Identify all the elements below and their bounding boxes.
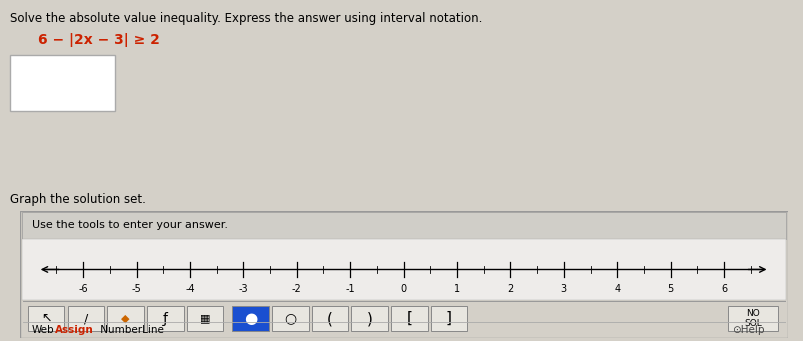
Text: [: [: [406, 311, 412, 326]
Text: -3: -3: [238, 284, 248, 294]
Bar: [351, 306, 388, 331]
Text: Web: Web: [31, 325, 55, 335]
Text: 2: 2: [507, 284, 513, 294]
Text: Use the tools to enter your answer.: Use the tools to enter your answer.: [31, 220, 227, 230]
Bar: [271, 306, 308, 331]
Bar: [107, 306, 144, 331]
Text: 3: 3: [560, 284, 566, 294]
Bar: [430, 306, 467, 331]
Bar: [186, 306, 223, 331]
Text: ●: ●: [244, 311, 257, 326]
Text: ○: ○: [284, 312, 296, 326]
Bar: [728, 306, 777, 331]
Bar: [390, 306, 427, 331]
Text: 6: 6: [720, 284, 726, 294]
Text: -2: -2: [291, 284, 301, 294]
Text: 5: 5: [666, 284, 673, 294]
Text: ]: ]: [446, 311, 451, 326]
Text: /: /: [84, 312, 88, 325]
Text: ▦: ▦: [199, 314, 210, 324]
Bar: [22, 239, 785, 300]
Text: -5: -5: [132, 284, 141, 294]
Text: -1: -1: [345, 284, 355, 294]
Text: ◆: ◆: [121, 314, 129, 324]
Text: 1: 1: [454, 284, 459, 294]
Bar: [28, 306, 64, 331]
Text: 4: 4: [613, 284, 620, 294]
Text: Assign: Assign: [55, 325, 93, 335]
Text: NO
SOL: NO SOL: [744, 309, 761, 328]
Text: 6 − |2x − 3| ≥ 2: 6 − |2x − 3| ≥ 2: [38, 33, 160, 47]
Text: -6: -6: [78, 284, 88, 294]
Bar: [67, 306, 104, 331]
Text: ↖: ↖: [41, 312, 51, 325]
Bar: [10, 55, 115, 111]
Text: ƒ: ƒ: [162, 312, 168, 326]
Text: ): ): [366, 311, 372, 326]
Bar: [22, 212, 785, 239]
Bar: [147, 306, 183, 331]
Text: (: (: [327, 311, 332, 326]
Bar: [312, 306, 348, 331]
Text: 0: 0: [400, 284, 406, 294]
Text: ⊙Help: ⊙Help: [732, 325, 764, 335]
Bar: [232, 306, 269, 331]
Text: Solve the absolute value inequality. Express the answer using interval notation.: Solve the absolute value inequality. Exp…: [10, 12, 482, 25]
Text: NumberLine: NumberLine: [97, 325, 164, 335]
Text: -4: -4: [185, 284, 194, 294]
Text: Graph the solution set.: Graph the solution set.: [10, 193, 145, 206]
